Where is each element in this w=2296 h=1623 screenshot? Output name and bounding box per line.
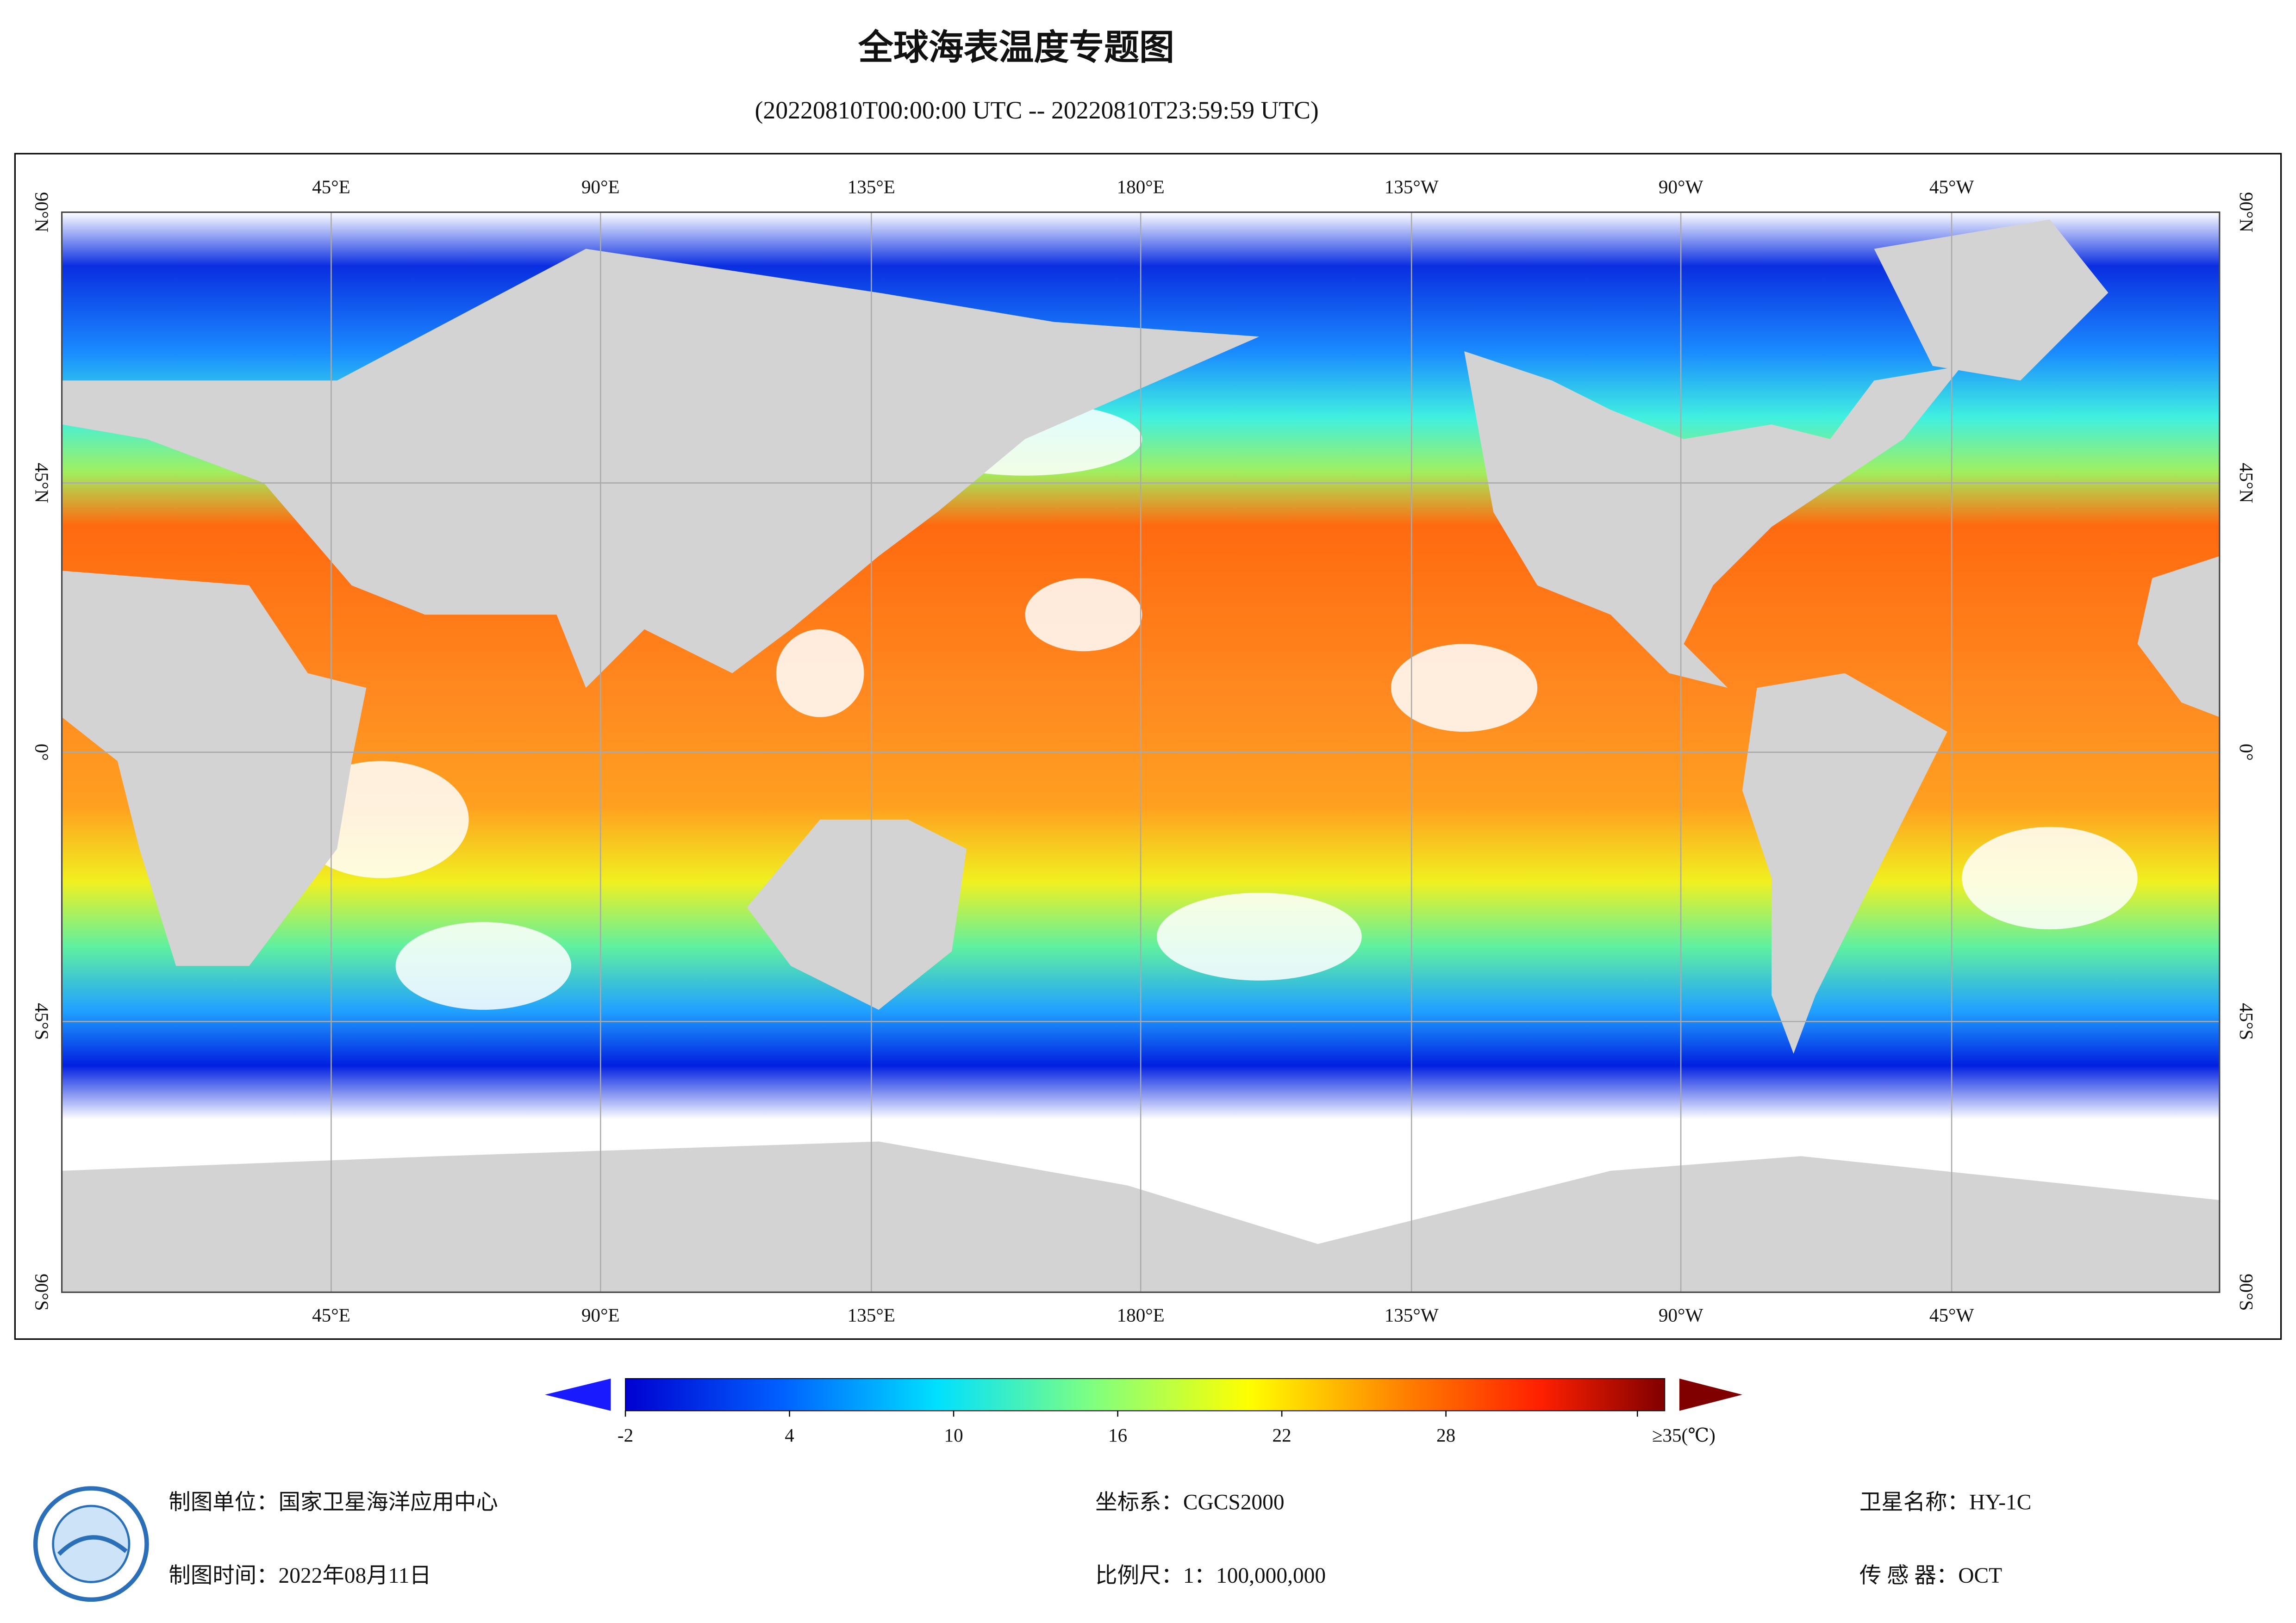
lon-label-top: 45°W (1929, 176, 1974, 197)
footer-crs: 坐标系：CGCS2000 (1095, 1491, 1284, 1515)
lon-label-top: 180°E (1117, 176, 1165, 197)
lat-label-right: 45°S (2236, 1003, 2257, 1040)
lon-label-bottom: 45°E (312, 1305, 350, 1326)
lat-label-left: 45°S (31, 1003, 53, 1040)
graticule (62, 212, 2220, 1293)
colorbar-tick-label: 22 (1273, 1424, 1292, 1446)
lon-label-top: 135°E (848, 176, 895, 197)
lon-label-bottom: 90°W (1659, 1305, 1703, 1326)
footer-scale: 比例尺：1：100,000,000 (1095, 1564, 1326, 1588)
colorbar-high-arrow (1679, 1378, 1742, 1411)
title: 全球海表温度专题图 (858, 27, 1174, 68)
lon-label-bottom: 135°E (848, 1305, 895, 1326)
lon-label-top: 135°W (1385, 176, 1439, 197)
colorbar-tick-label: ≥35(℃) (1652, 1424, 1716, 1446)
lat-label-right: 45°N (2236, 463, 2257, 503)
lat-label-right: 0° (2236, 744, 2257, 761)
colorbar-tick-label: -2 (618, 1424, 633, 1446)
lon-label-top: 45°E (312, 176, 350, 197)
colorbar-low-arrow (545, 1378, 611, 1411)
lon-label-top: 90°E (581, 176, 620, 197)
lon-label-bottom: 135°W (1385, 1305, 1439, 1326)
lon-label-top: 90°W (1659, 176, 1703, 197)
footer-sensor: 传 感 器：OCT (1859, 1564, 2002, 1588)
lat-label-left: 0° (31, 744, 53, 761)
footer-date: 制图时间：2022年08月11日 (168, 1564, 431, 1588)
colorbar-tick-label: 16 (1108, 1424, 1127, 1446)
lat-label-left: 45°N (31, 463, 53, 503)
lon-label-bottom: 90°E (581, 1305, 620, 1326)
colorbar-tick-label: 4 (785, 1424, 794, 1446)
colorbar (625, 1378, 1666, 1412)
map (61, 211, 2221, 1293)
footer-satellite: 卫星名称：HY-1C (1859, 1491, 2031, 1515)
colorbar-tick-label: 28 (1436, 1424, 1455, 1446)
logo (33, 1486, 149, 1602)
subtitle: (20220810T00:00:00 UTC -- 20220810T23:59… (755, 96, 1319, 124)
map-border (61, 211, 2221, 1293)
colorbar-tick-label: 10 (944, 1424, 963, 1446)
lat-label-left: 90°N (31, 192, 53, 232)
footer-unit: 制图单位：国家卫星海洋应用中心 (168, 1491, 498, 1515)
lat-label-left: 90°S (31, 1274, 53, 1311)
lon-label-bottom: 180°E (1117, 1305, 1165, 1326)
lat-label-right: 90°S (2236, 1274, 2257, 1311)
lon-label-bottom: 45°W (1929, 1305, 1974, 1326)
lat-label-right: 90°N (2236, 192, 2257, 232)
map-frame (14, 153, 2282, 1340)
